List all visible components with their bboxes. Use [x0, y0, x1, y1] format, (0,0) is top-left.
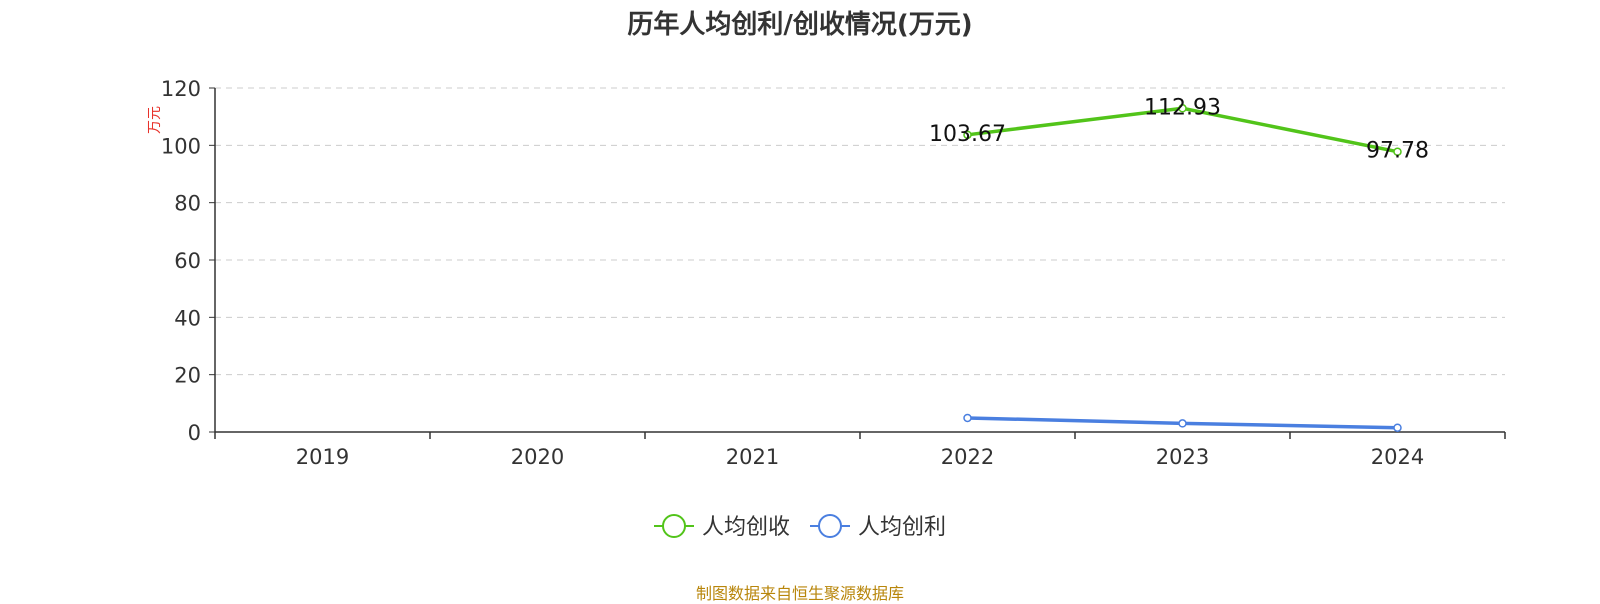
legend-marker-icon [818, 514, 842, 538]
data-point [1178, 104, 1187, 113]
data-label: 103.67 [929, 122, 1006, 147]
y-tick-label: 20 [174, 364, 201, 388]
data-label: 97.78 [1366, 139, 1429, 164]
x-tick-label: 2019 [296, 445, 349, 469]
source-note: 制图数据来自恒生聚源数据库 [695, 584, 904, 603]
y-tick-label: 60 [174, 249, 201, 273]
legend-item[interactable]: 人均创利 [810, 514, 946, 540]
y-tick-label: 40 [174, 306, 201, 330]
data-labels: 103.67 112.93 97.78 [929, 95, 1429, 163]
y-tick-label: 0 [188, 421, 201, 445]
y-tick-label: 80 [174, 192, 201, 216]
x-tick-label: 2023 [1156, 445, 1209, 469]
x-tick-label: 2022 [941, 445, 994, 469]
data-label: 112.93 [1144, 95, 1221, 120]
y-tick-label: 100 [161, 134, 201, 158]
x-tick-label: 2020 [511, 445, 564, 469]
legend-item[interactable]: 人均创收 [654, 514, 790, 540]
legend-marker-icon [662, 514, 686, 538]
y-tick-label: 120 [161, 77, 201, 101]
data-point [1178, 419, 1187, 428]
data-point [963, 130, 972, 140]
grid-lines [215, 87, 1505, 376]
x-tick-label: 2021 [726, 445, 779, 469]
y-axis-title: 万元 [147, 106, 163, 134]
legend-label: 人均创利 [858, 515, 946, 540]
legend-label: 人均创收 [702, 515, 790, 540]
data-point [963, 413, 972, 423]
data-point [1393, 147, 1402, 156]
series [963, 104, 1402, 432]
chart-title: 历年人均创利/创收情况(万元) [627, 10, 973, 40]
x-tick-label: 2024 [1371, 445, 1424, 469]
legend[interactable]: 人均创收 人均创利 [654, 514, 946, 540]
axes: 0 20 40 60 80 100 120 万元 2019 2020 2021 2022 2023 202… [147, 77, 1506, 469]
data-point [1393, 423, 1402, 432]
